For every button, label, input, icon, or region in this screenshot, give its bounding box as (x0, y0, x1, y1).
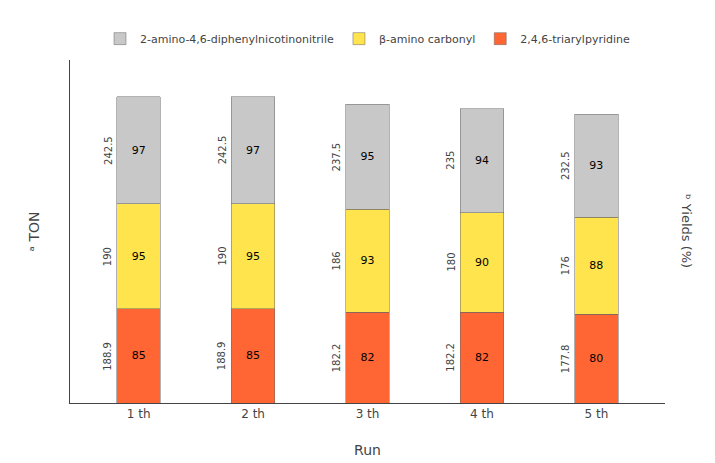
svg-text:237.5: 237.5 (331, 143, 342, 172)
svg-text:80: 80 (589, 352, 603, 365)
svg-text:97: 97 (132, 144, 146, 157)
svg-text:242.5: 242.5 (217, 136, 228, 165)
svg-text:1 th: 1 th (127, 407, 151, 421)
svg-text:88: 88 (589, 259, 603, 272)
svg-text:95: 95 (132, 250, 146, 263)
svg-text:190: 190 (102, 247, 113, 266)
svg-text:97: 97 (246, 144, 260, 157)
svg-text:2-amino-4,6-diphenylnicotinoni: 2-amino-4,6-diphenylnicotinonitrile (140, 33, 334, 46)
svg-text:ᵃ TON: ᵃ TON (26, 212, 42, 252)
svg-text:95: 95 (361, 150, 375, 163)
svg-text:188.9: 188.9 (102, 342, 113, 371)
svg-text:3 th: 3 th (356, 407, 380, 421)
svg-text:94: 94 (475, 154, 489, 167)
svg-text:93: 93 (589, 159, 603, 172)
svg-text:182.2: 182.2 (331, 344, 342, 373)
svg-text:242.5: 242.5 (103, 136, 114, 165)
svg-text:85: 85 (246, 349, 260, 362)
svg-text:180: 180 (446, 252, 457, 271)
svg-text:190: 190 (217, 246, 228, 265)
svg-text:5 th: 5 th (584, 407, 608, 421)
svg-text:2 th: 2 th (241, 407, 265, 421)
svg-text:182.2: 182.2 (445, 343, 456, 372)
svg-text:188.9: 188.9 (216, 342, 227, 371)
svg-text:90: 90 (475, 256, 489, 269)
svg-text:177.8: 177.8 (560, 345, 571, 374)
svg-text:95: 95 (246, 250, 260, 263)
svg-text:176: 176 (560, 256, 571, 275)
svg-text:85: 85 (132, 349, 146, 362)
svg-text:235: 235 (445, 151, 456, 170)
svg-text:β-amino carbonyl: β-amino carbonyl (379, 33, 475, 46)
svg-text:4 th: 4 th (470, 407, 494, 421)
svg-text:232.5: 232.5 (560, 151, 571, 180)
svg-text:186: 186 (331, 251, 342, 270)
svg-text:82: 82 (361, 351, 375, 364)
svg-text:2,4,6-triarylpyridine: 2,4,6-triarylpyridine (520, 33, 630, 46)
svg-text:93: 93 (361, 254, 375, 267)
svg-text:Run: Run (354, 442, 381, 458)
svg-text:82: 82 (475, 351, 489, 364)
svg-text:ᵇ Yields (%): ᵇ Yields (%) (679, 194, 694, 268)
